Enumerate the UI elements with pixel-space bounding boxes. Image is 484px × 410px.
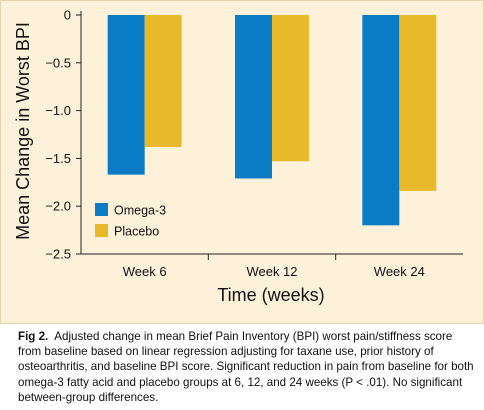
chart-figure: 0 −0.5 −1.0 −1.5 −2.0 −2.5 Week 6 Week 12 Week … — [0, 0, 484, 324]
y-tick-label: −2.5 — [45, 247, 71, 262]
bar-placebo-week-12 — [272, 15, 309, 162]
legend-label: Placebo — [114, 225, 159, 239]
y-tick-label: −0.5 — [45, 55, 71, 70]
legend-label: Omega-3 — [114, 204, 166, 218]
y-tick-label: −1.5 — [45, 151, 71, 166]
bar-placebo-week-24 — [399, 15, 437, 191]
bar-placebo-week-6 — [144, 15, 182, 147]
bar-chart: 0 −0.5 −1.0 −1.5 −2.0 −2.5 Week 6 Week 12 Week … — [13, 8, 463, 305]
bar-omega-3-week-6 — [107, 15, 145, 175]
y-tick-label: 0 — [64, 8, 71, 23]
y-axis-label: Mean Change in Worst BPI — [13, 22, 33, 240]
bar-omega-3-week-12 — [235, 15, 272, 179]
y-tick-label: −2.0 — [45, 199, 71, 214]
x-tick-label: Week 12 — [246, 264, 297, 279]
legend-swatch — [95, 224, 108, 237]
caption-label: Fig 2. — [18, 330, 49, 343]
caption-text: Adjusted change in mean Brief Pain Inven… — [18, 330, 474, 404]
bar-omega-3-week-24 — [362, 15, 400, 226]
x-tick-label: Week 24 — [374, 264, 425, 279]
legend-swatch — [95, 203, 108, 216]
x-axis-label: Time (weeks) — [217, 285, 324, 305]
figure-caption: Fig 2. Adjusted change in mean Brief Pain… — [18, 329, 474, 405]
x-tick-label: Week 6 — [123, 264, 167, 279]
y-tick-label: −1.0 — [45, 103, 71, 118]
